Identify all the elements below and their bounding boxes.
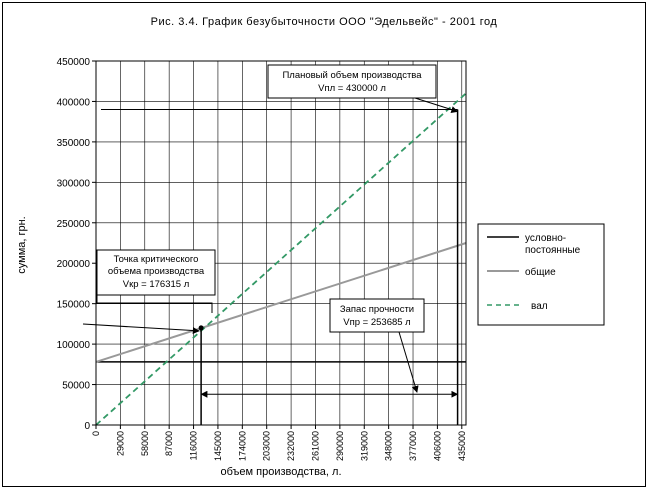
plot-area [95, 60, 467, 426]
critical-callout-line3: Vкр = 176315 л [123, 279, 190, 290]
planned-arrow [414, 97, 459, 113]
critical-callout-box [96, 249, 216, 296]
y-tick-label: 350000 [57, 138, 91, 149]
x-tick-label: 87000 [164, 431, 174, 456]
x-tick-label: 145000 [213, 431, 223, 461]
y-tick-label: 400000 [57, 97, 91, 108]
planned-callout-line1: Плановый объем производства [282, 70, 422, 81]
critical-callout-leader [96, 295, 213, 313]
x-tick-labels: 0 29000 58000 87000 116000 145000 174000 203000… [91, 425, 467, 461]
legend-box [477, 223, 605, 326]
x-tick-label: 435000 [457, 431, 467, 461]
y-tick-labels: 0 50000 100000 150000 200000 250000 300000 3500… [57, 57, 96, 432]
critical-callout-line1: Точка критического [114, 254, 199, 265]
x-tick-label: 377000 [408, 431, 418, 461]
planned-callout-line2: Vпл = 430000 л [318, 83, 386, 94]
y-tick-label: 250000 [57, 219, 91, 230]
x-tick-label: 406000 [432, 431, 442, 461]
series-total-line [95, 242, 467, 363]
margin-callout-box [329, 298, 425, 333]
legend: условно- постоянные общие вал [477, 223, 605, 326]
margin-callout-line1: Запас прочности [340, 304, 414, 315]
y-tick-label: 200000 [57, 259, 91, 270]
legend-label-total: общие [525, 266, 556, 278]
series-lines [95, 92, 467, 426]
critical-arrow [82, 323, 200, 335]
y-tick-label: 100000 [57, 340, 91, 351]
series-revenue-line [95, 92, 467, 426]
y-tick-label: 0 [84, 421, 90, 432]
y-tick-label: 450000 [57, 57, 91, 68]
x-tick-label: 203000 [262, 431, 272, 461]
x-axis-label: объем производства, л. [220, 466, 341, 478]
y-tick-label: 50000 [62, 381, 90, 392]
legend-label-fixed-1: условно- [525, 233, 566, 244]
y-tick-label: 300000 [57, 178, 91, 189]
critical-callout-line2: объема производства [108, 266, 205, 277]
margin-arrow [398, 331, 419, 393]
chart-title: Рис. 3.4. График безубыточности ООО "Эде… [151, 16, 498, 28]
planned-callout-box [267, 64, 437, 99]
grid [96, 60, 466, 425]
x-tick-label: 58000 [140, 431, 150, 456]
x-tick-label: 348000 [384, 431, 394, 461]
x-tick-label: 261000 [310, 431, 320, 461]
y-axis-label: сумма, грн. [16, 216, 28, 274]
x-tick-label: 116000 [189, 431, 199, 460]
critical-point [198, 325, 204, 331]
break-even-chart: Рис. 3.4. График безубыточности ООО "Эде… [16, 16, 605, 478]
x-tick-label: 319000 [359, 431, 369, 461]
legend-label-fixed-2: постоянные [525, 245, 581, 256]
legend-label-revenue: вал [531, 301, 548, 312]
x-tick-label: 290000 [335, 431, 345, 461]
x-tick-label: 232000 [286, 431, 296, 461]
margin-callout-line2: Vпр = 253685 л [343, 317, 410, 328]
axes [95, 60, 467, 426]
x-tick-label: 174000 [237, 431, 247, 461]
x-tick-label: 0 [91, 431, 101, 436]
y-tick-label: 150000 [57, 300, 91, 311]
x-tick-label: 29000 [115, 431, 125, 456]
